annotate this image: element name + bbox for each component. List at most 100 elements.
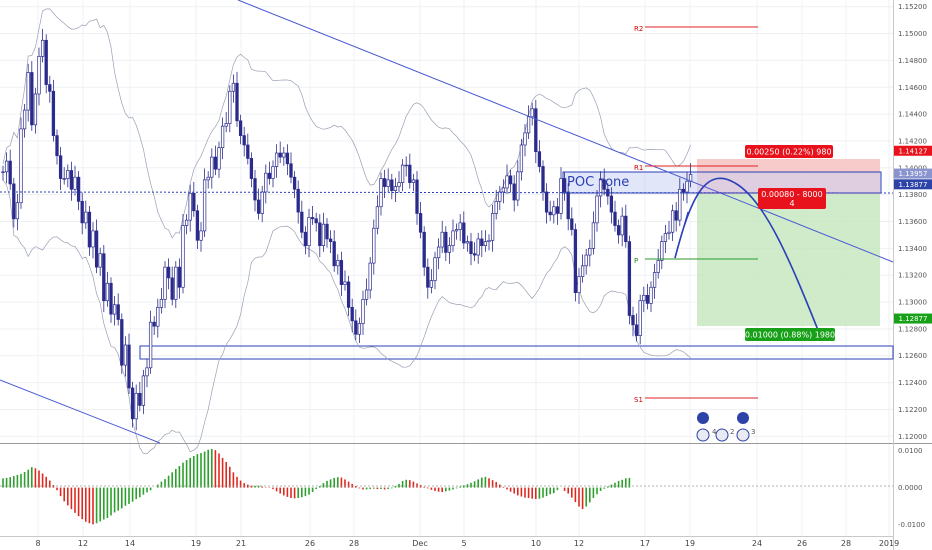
- descending-trendline[interactable]: [237, 0, 894, 263]
- date-tick-label: 14: [125, 539, 135, 548]
- stop-label-text: 0.00080 - 8000: [761, 190, 822, 199]
- candle-body: [26, 72, 30, 111]
- candle-body: [174, 266, 178, 300]
- candle-body: [141, 375, 146, 406]
- candle-body: [400, 164, 405, 183]
- price-badge-text: 1.14127: [899, 147, 928, 155]
- price-tick-label: 1.12800: [898, 325, 927, 333]
- candle-body: [364, 289, 369, 300]
- candle-body: [501, 187, 506, 193]
- candle-body: [678, 188, 682, 221]
- current-price-line: [0, 191, 894, 194]
- economic-events[interactable]: 4 2 3: [696, 412, 755, 442]
- stop-label-box[interactable]: 0.00080 - 8000 4: [758, 188, 826, 209]
- candle-body: [98, 253, 102, 268]
- candle-body: [112, 304, 117, 315]
- candle-body: [544, 191, 549, 213]
- candle-body: [660, 241, 664, 261]
- candle-body: [188, 192, 192, 221]
- date-tick-label: 21: [236, 539, 246, 548]
- candle-body: [300, 211, 304, 233]
- support-zone[interactable]: [139, 345, 894, 360]
- candle-body: [390, 179, 394, 191]
- event-marker[interactable]: 3: [736, 412, 755, 442]
- candle-body: [613, 211, 617, 226]
- candle-body: [231, 82, 236, 92]
- candle-body: [350, 307, 354, 322]
- candle-body: [361, 299, 365, 324]
- candle-body: [274, 152, 279, 167]
- date-tick-label: 2019: [879, 539, 899, 548]
- candle-body: [426, 266, 430, 288]
- reward-label-box[interactable]: 0.01000 (0.88%) 1980: [745, 328, 835, 341]
- candle-body: [469, 241, 473, 255]
- candle-body: [559, 178, 563, 214]
- candle-body: [508, 175, 513, 185]
- flag-icon: [737, 412, 749, 424]
- candle-body: [289, 163, 293, 178]
- us-flag-icon: [696, 428, 710, 442]
- candle-body: [584, 254, 588, 267]
- candle-body: [145, 367, 149, 377]
- lower-channel-line[interactable]: [0, 379, 161, 444]
- pivot-p-label: P: [634, 257, 638, 265]
- candle-body: [343, 281, 347, 285]
- upper-band: [2, 8, 691, 239]
- candle-body: [148, 321, 153, 369]
- price-axis[interactable]: 1.15200 1.15000 1.14800 1.14600 1.14400 1.142…: [898, 3, 927, 441]
- event-marker[interactable]: 2: [715, 428, 734, 442]
- reward-label-text: 0.01000 (0.88%) 1980: [745, 331, 835, 340]
- pivot-r2-label: R2: [634, 25, 643, 33]
- candle-body: [260, 191, 264, 214]
- indicator-axis[interactable]: 0.0100 0.0000 -0.0100: [898, 447, 925, 529]
- date-tick-label: 5: [461, 539, 466, 548]
- candle-body: [1, 171, 5, 173]
- candle-body: [267, 172, 272, 179]
- target-label-box[interactable]: 0.00250 (0.22%) 980: [745, 145, 833, 158]
- candle-body: [314, 218, 318, 224]
- candle-body: [181, 225, 185, 288]
- candle-body: [282, 152, 286, 158]
- candle-body: [166, 266, 171, 279]
- candle-body: [674, 210, 678, 221]
- poc-zone[interactable]: POC zone: [562, 171, 882, 194]
- candle-body: [620, 215, 624, 236]
- price-tick-label: 1.15200: [898, 3, 927, 11]
- candle-body: [652, 272, 657, 288]
- date-axis[interactable]: 8 12 14 19 21 26 28 Dec 5 10 12 17 19 24 26 28 2019: [35, 539, 899, 548]
- event-marker[interactable]: 4: [696, 412, 717, 442]
- candle-body: [55, 135, 59, 157]
- candle-body: [480, 238, 484, 247]
- candle-body: [656, 260, 660, 273]
- candle-body: [685, 180, 689, 193]
- candle-body: [94, 230, 99, 268]
- candle-body: [634, 324, 639, 336]
- price-tick-label: 1.13200: [898, 272, 927, 280]
- candle-body: [220, 125, 225, 149]
- candle-body: [534, 108, 538, 153]
- projection-path[interactable]: [674, 177, 821, 336]
- event-count: 4: [712, 428, 717, 436]
- candle-body: [76, 176, 81, 202]
- date-tick-label: 12: [574, 539, 584, 548]
- candle-body: [242, 135, 246, 146]
- candle-body: [210, 156, 214, 178]
- candle-body: [109, 282, 113, 315]
- candle-body: [62, 178, 66, 180]
- candle-body: [418, 213, 423, 233]
- candle-body: [523, 132, 527, 146]
- candle-body: [278, 152, 282, 158]
- candle-body: [548, 211, 552, 216]
- indicator-tick-label: -0.0100: [898, 521, 925, 529]
- candle-body: [483, 241, 488, 247]
- price-tick-label: 1.14600: [898, 84, 927, 92]
- candle-body: [80, 201, 84, 224]
- candle-body: [631, 315, 635, 326]
- candle-body: [397, 182, 401, 187]
- pivot-levels[interactable]: R2 R1 P S1: [634, 25, 758, 404]
- support-zone-box[interactable]: [139, 345, 894, 360]
- candle-body: [22, 109, 27, 130]
- candle-body: [15, 202, 20, 220]
